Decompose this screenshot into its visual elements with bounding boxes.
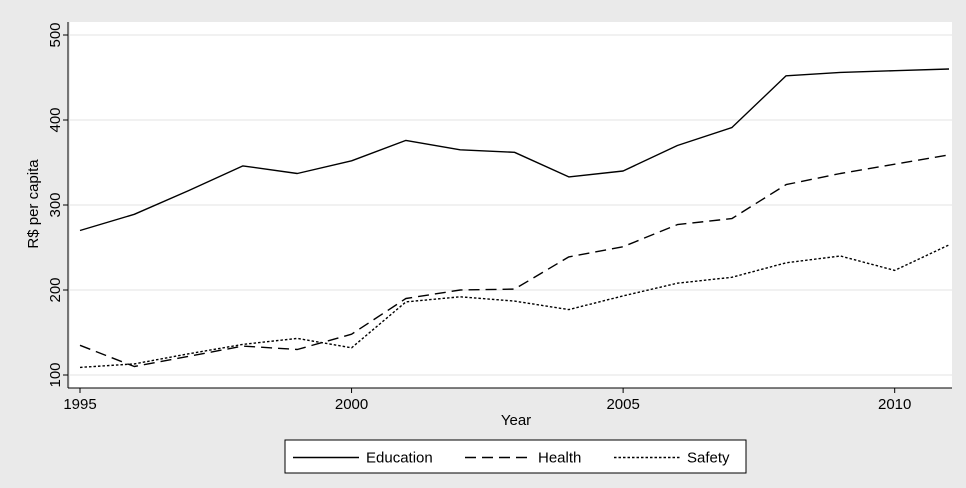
legend-label-education: Education [366, 450, 433, 467]
y-axis-label: R$ per capita [25, 159, 42, 249]
gridlines [70, 34, 952, 376]
y-tick-label-500: 500 [47, 22, 64, 47]
legend-label-health: Health [538, 450, 581, 467]
series-line-safety [79, 244, 950, 369]
series-line-health [79, 154, 950, 368]
x-axis-label: Year [501, 412, 531, 429]
y-tick-label-400: 400 [47, 107, 64, 132]
legend-box [284, 439, 747, 474]
series-lines [79, 68, 950, 369]
x-tick-label-1995: 1995 [63, 396, 96, 413]
x-tick-label-2000: 2000 [335, 396, 368, 413]
y-tick-label-100: 100 [47, 362, 64, 387]
axes: 100 200 300 400 500 1995 2000 2005 2010 [47, 22, 952, 413]
series-line-education [79, 68, 950, 232]
y-tick-label-300: 300 [47, 192, 64, 217]
legend: Education Health Safety [284, 439, 747, 474]
y-tick-label-200: 200 [47, 277, 64, 302]
x-tick-label-2010: 2010 [878, 396, 911, 413]
x-tick-label-2005: 2005 [606, 396, 639, 413]
legend-label-safety: Safety [687, 450, 730, 467]
